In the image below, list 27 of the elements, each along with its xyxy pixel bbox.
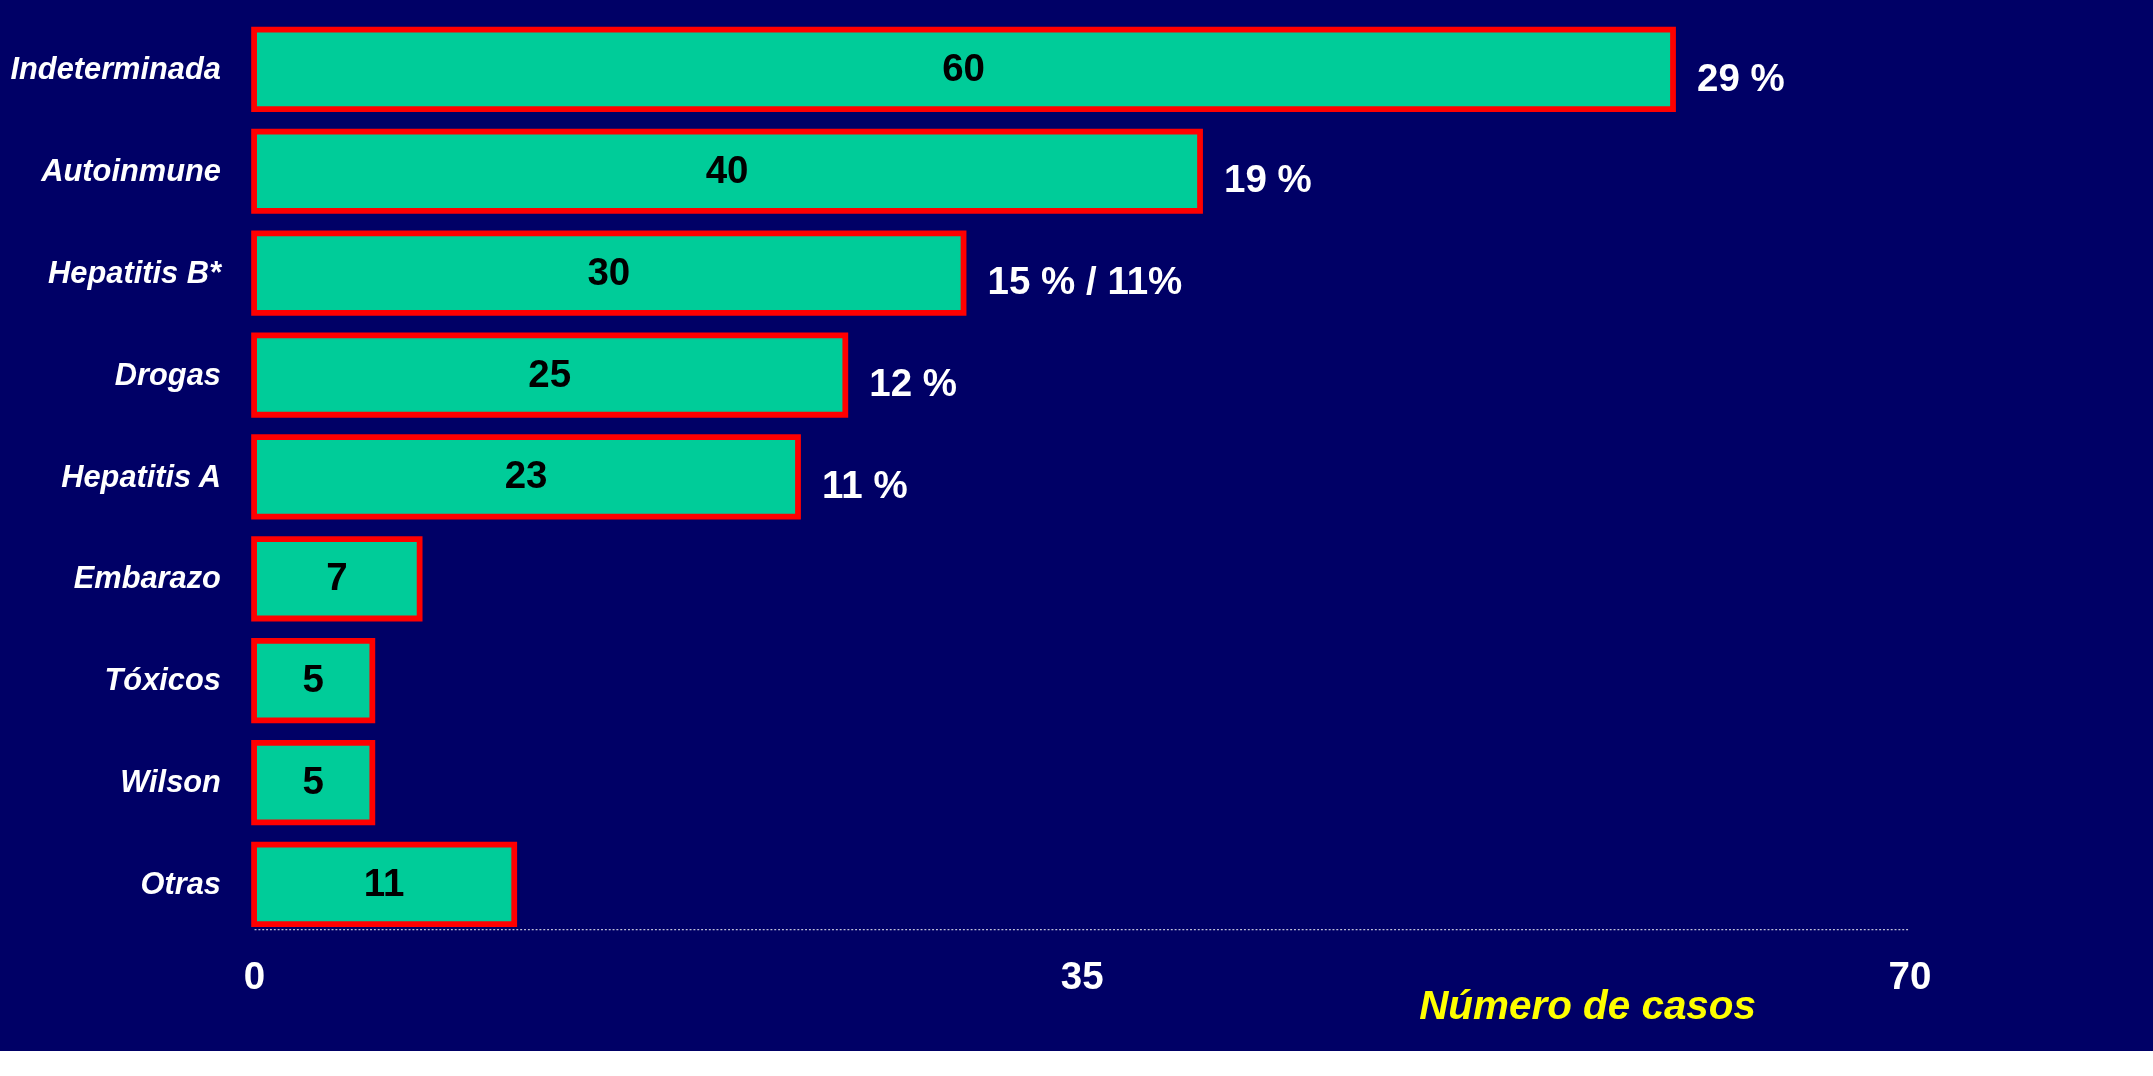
annotation: 12 % — [869, 361, 958, 405]
data-label: 25 — [528, 351, 572, 395]
data-label: 60 — [942, 45, 985, 89]
y-tick-label: Drogas — [114, 356, 221, 392]
x-tick-label: 0 — [243, 954, 266, 998]
data-label: 5 — [302, 657, 324, 701]
x-tick-label: 35 — [1060, 954, 1104, 998]
y-tick-label: Wilson — [120, 764, 221, 800]
data-label: 7 — [326, 555, 348, 599]
annotation: 29 % — [1697, 55, 1785, 99]
annotation: 15 % / 11% — [987, 259, 1183, 303]
y-tick-label: Indeterminada — [10, 51, 221, 86]
data-label: 5 — [302, 759, 324, 803]
annotation: 19 % — [1224, 157, 1312, 201]
y-tick-label: Hepatitis A — [61, 458, 221, 494]
annotation: 11 % — [822, 463, 908, 507]
data-label: 23 — [504, 453, 548, 497]
data-label: 30 — [587, 249, 631, 293]
y-tick-label: Autoinmune — [40, 152, 221, 188]
data-label: 40 — [705, 147, 749, 191]
y-tick-label: Tóxicos — [104, 662, 221, 698]
x-axis-title: Número de casos — [1419, 982, 1756, 1029]
y-tick-label: Hepatitis B* — [48, 254, 223, 290]
data-label: 11 — [363, 860, 405, 904]
y-tick-label: Otras — [140, 866, 221, 902]
y-tick-label: Embarazo — [73, 560, 221, 596]
x-tick-label: 70 — [1888, 954, 1932, 998]
